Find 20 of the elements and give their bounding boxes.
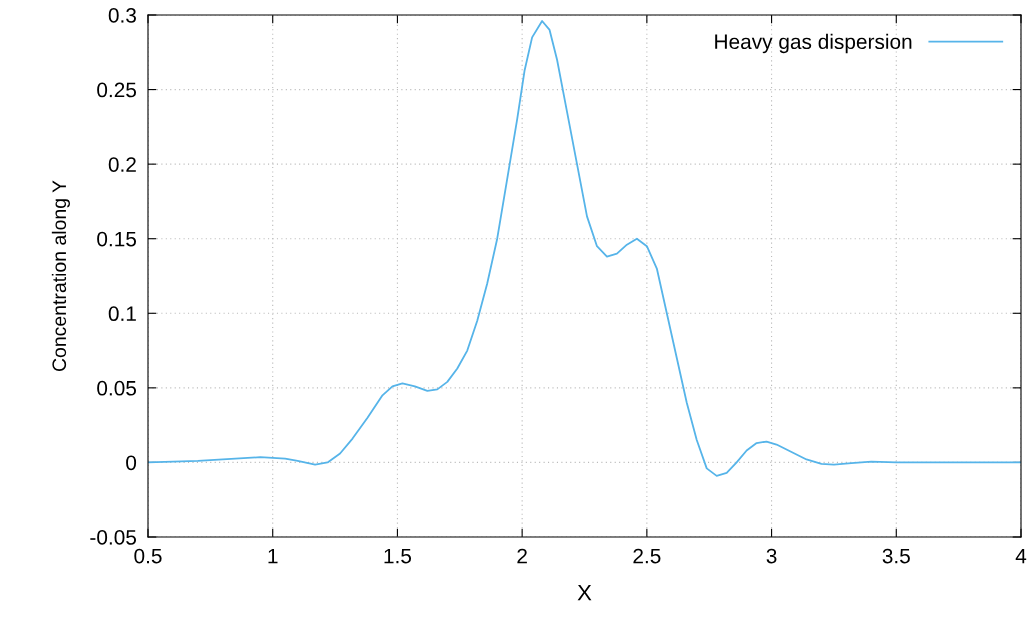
- x-tick-label: 4: [1015, 548, 1027, 564]
- x-tick-label: 2: [517, 548, 527, 564]
- y-tick-label: 0.25: [97, 82, 137, 98]
- x-tick-label: 2.5: [633, 548, 661, 564]
- x-tick-label: 1.5: [384, 548, 412, 564]
- y-tick-label: 0.1: [108, 306, 136, 322]
- line-series: [148, 20, 1021, 477]
- legend-label: Heavy gas dispersion: [715, 33, 912, 54]
- y-tick-label: 0.05: [97, 380, 137, 396]
- x-tick-label: 3.5: [882, 548, 910, 564]
- x-tick-label: 0.5: [134, 548, 162, 564]
- x-tick-label: 1: [268, 548, 278, 564]
- y-tick-label: 0.3: [108, 8, 136, 23]
- y-tick-label: -0.05: [90, 530, 137, 545]
- y-axis-title: Concentration along Y: [51, 180, 70, 372]
- y-tick-label: 0.2: [108, 157, 136, 172]
- x-tick-label: 3: [766, 548, 777, 564]
- x-axis-title: X: [577, 585, 592, 601]
- y-tick-label: 0: [126, 455, 137, 471]
- y-tick-label: 0.15: [97, 231, 137, 247]
